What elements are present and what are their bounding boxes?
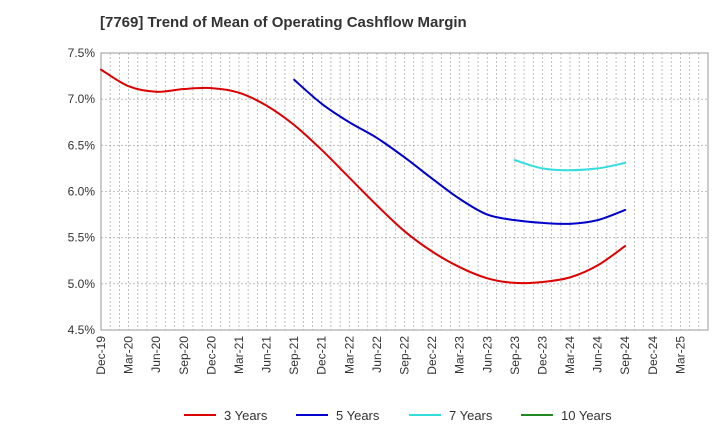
x-tick-label: Dec-24 — [646, 336, 660, 375]
x-tick-label: Jun-21 — [260, 336, 274, 373]
grid-lines — [101, 53, 708, 330]
x-tick-label: Dec-20 — [204, 336, 218, 375]
x-tick-label: Mar-25 — [673, 336, 687, 374]
y-tick-label: 5.5% — [68, 231, 96, 245]
x-tick-label: Jun-23 — [480, 336, 494, 373]
x-tick-label: Dec-21 — [315, 336, 329, 375]
y-tick-label: 7.5% — [68, 46, 96, 60]
legend-label-3-years: 3 Years — [224, 408, 268, 423]
x-tick-label: Mar-20 — [122, 336, 136, 374]
series-line-5-years — [293, 78, 627, 225]
series-line-3-years — [100, 68, 627, 285]
x-tick-label: Sep-23 — [508, 336, 522, 375]
legend-label-10-years: 10 Years — [561, 408, 612, 423]
x-tick-label: Jun-24 — [591, 336, 605, 373]
y-tick-label: 6.0% — [68, 185, 96, 199]
x-tick-label: Mar-22 — [342, 336, 356, 374]
series-line-7-years — [513, 159, 627, 172]
y-tick-label: 5.0% — [68, 277, 96, 291]
x-tick-label: Sep-22 — [398, 336, 412, 375]
series-lines — [100, 68, 627, 285]
legend: 3 Years 5 Years 7 Years 10 Years — [184, 408, 612, 423]
y-axis: 4.5% 5.0% 5.5% 6.0% 6.5% 7.0% 7.5% — [68, 46, 96, 337]
x-tick-label: Mar-24 — [563, 336, 577, 374]
plot-border — [100, 52, 709, 331]
legend-label-7-years: 7 Years — [449, 408, 493, 423]
x-tick-label: Mar-21 — [232, 336, 246, 374]
x-tick-label: Sep-20 — [177, 336, 191, 375]
x-tick-label: Mar-23 — [453, 336, 467, 374]
x-tick-label: Jun-20 — [149, 336, 163, 373]
legend-label-5-years: 5 Years — [336, 408, 380, 423]
y-tick-label: 6.5% — [68, 138, 96, 152]
x-axis: Dec-19 Mar-20 Jun-20 Sep-20 Dec-20 Mar-21 Jun-… — [94, 336, 687, 375]
chart-title: [7769] Trend of Mean of Operating Cashfl… — [100, 14, 467, 31]
x-tick-label: Jun-22 — [370, 336, 384, 373]
x-tick-label: Dec-22 — [425, 336, 439, 375]
x-tick-label: Dec-23 — [535, 336, 549, 375]
x-tick-label: Sep-24 — [618, 336, 632, 375]
x-tick-label: Dec-19 — [94, 336, 108, 375]
y-tick-label: 7.0% — [68, 92, 96, 106]
y-tick-label: 4.5% — [68, 323, 96, 337]
x-tick-label: Sep-21 — [287, 336, 301, 375]
